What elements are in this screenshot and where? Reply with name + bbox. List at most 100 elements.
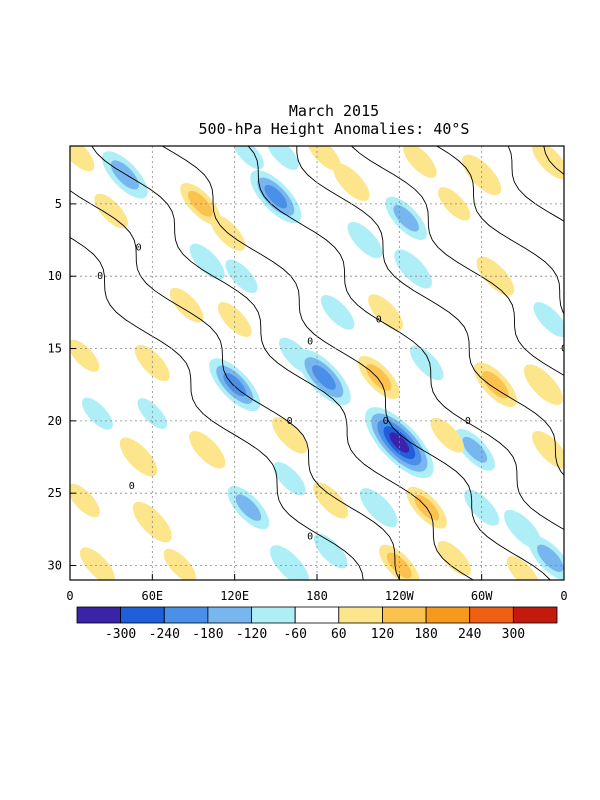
anomaly-band [320,294,355,330]
anomaly-band [137,398,168,429]
anomaly-cell [137,398,168,429]
anomaly-cell [379,544,420,580]
anomaly-cell [134,344,170,382]
anomaly-cell [297,349,351,406]
colorbar-swatch [382,606,427,624]
colorbar-swatch [513,606,558,624]
colorbar-label: -60 [283,627,306,642]
anomaly-cell [454,428,495,471]
zero-contour-line [70,237,364,580]
x-tick-label: 180 [306,589,328,603]
anomaly-band [532,430,564,469]
anomaly-cell [70,146,95,172]
anomaly-band [532,146,564,180]
anomaly-cell [532,146,564,180]
chart-subtitle: 500-hPa Height Anomalies: 40°S [199,120,470,138]
anomaly-cell [70,483,100,518]
anomaly-band [313,482,349,519]
anomaly-band [134,344,170,382]
zero-contour-line [91,146,474,580]
contour-label: 0 [376,315,382,326]
anomaly-band [386,552,412,579]
y-tick-label: 15 [48,342,62,356]
anomaly-cell [333,163,370,202]
colorbar-label: 240 [458,627,481,642]
anomaly-band [533,302,564,338]
anomaly-cell [102,151,148,199]
colorbar-swatch [294,606,340,624]
anomaly-cell [320,294,355,330]
anomaly-cell [81,397,113,430]
contour-label: 0 [287,416,293,427]
zero-contour-line [507,146,564,222]
anomaly-cell [409,345,444,381]
contour-label: 0 [307,532,313,543]
colorbar-label: -120 [236,627,267,642]
anomaly-cell [94,193,128,229]
anomaly-band [430,417,465,453]
contour-label: 0 [561,344,567,355]
anomaly-band [217,302,252,337]
x-tick-label: 60W [471,589,493,603]
anomaly-band [79,547,115,580]
anomaly-cell [266,146,299,170]
anomaly-cell [385,196,428,240]
colorbar-label: 180 [414,627,437,642]
anomaly-band [482,370,509,399]
anomaly-band [266,146,299,170]
anomaly-cell [473,362,517,407]
y-tick-label: 30 [48,559,62,573]
anomaly-cell [227,486,270,530]
x-axis: 0 60E 120E 180 120W 60W 0 [66,574,568,603]
anomaly-cell [437,540,472,576]
anomaly-band [359,488,398,528]
colorbar-label: 60 [331,627,347,642]
anomaly-band [273,461,306,496]
anomaly-cell [462,154,502,196]
anomaly-cell [368,294,404,331]
anomaly-band [81,397,113,430]
anomaly-band [163,548,196,580]
anomaly-band [523,364,563,405]
anomaly-cell [250,170,302,224]
anomaly-cell [403,146,437,178]
colorbar-swatch [251,606,296,624]
anomaly-cell [217,302,252,337]
y-tick-label: 25 [48,486,62,500]
anomaly-cell [79,547,115,580]
anomaly-band [94,193,128,229]
anomaly-band [70,339,100,372]
anomaly-band [272,417,308,454]
anomaly-cell [347,221,383,259]
anomaly-band [366,364,392,391]
anomaly-band [264,184,288,209]
contour-label: 0 [136,242,142,253]
y-tick-label: 5 [55,197,62,211]
zero-contours: 0 0 0 0 0 0 0 0 0 0 [70,146,567,580]
contour-label: 0 [129,481,135,492]
colorbar-label: -240 [149,627,180,642]
colorbar-swatch [163,606,209,624]
zero-contour-line [161,146,551,580]
anomaly-band [70,483,100,518]
zero-contour-line [296,146,564,476]
colorbar-label: 300 [502,627,525,642]
colorbar-swatch [469,606,514,624]
x-tick-label: 120W [385,589,415,603]
anomaly-cell [533,302,564,338]
colorbar-swatch [120,606,165,624]
anomaly-band [235,494,262,521]
contour-label: 0 [97,271,103,282]
anomaly-band [119,437,158,477]
x-tick-label: 60E [141,589,163,603]
contour-label: 0 [383,416,389,427]
anomaly-band [438,187,471,221]
anomaly-cell [272,417,308,454]
colorbar-label: -180 [192,627,223,642]
anomaly-band [169,287,204,323]
anomaly-band [403,146,437,178]
anomaly-band [232,146,264,170]
colorbar-swatch [338,606,383,624]
anomaly-cell [307,146,341,171]
